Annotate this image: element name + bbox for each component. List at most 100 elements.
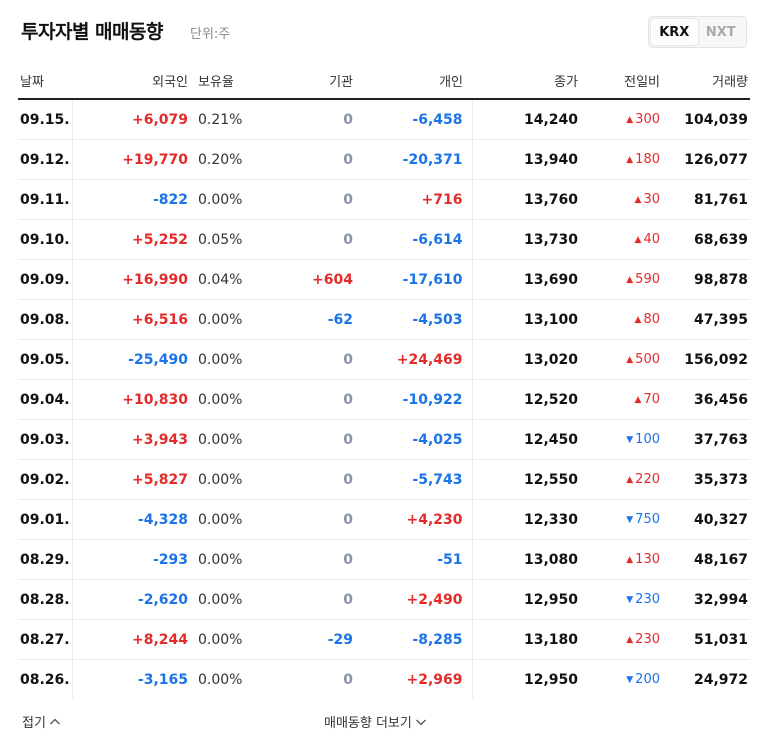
triangle-down-icon: ▼: [626, 595, 634, 605]
triangle-up-icon: ▲: [626, 475, 634, 485]
cell-individual: +4,230: [362, 499, 473, 540]
table-row: 08.26. -3,165 0.00% 0 +2,969 12,950 ▼ 200 24,972: [18, 659, 750, 700]
change-value: 300: [635, 112, 660, 127]
more-trading-label: 매매동향 더보기: [324, 716, 412, 731]
cell-holding: 0.20%: [190, 139, 252, 180]
cell-institution: 0: [252, 419, 362, 460]
table-row: 09.11. -822 0.00% 0 +716 13,760 ▲ 30 81,761: [18, 179, 750, 220]
cell-foreign: +5,827: [72, 459, 190, 500]
cell-change: ▼ 750: [580, 499, 662, 540]
triangle-up-icon: ▲: [626, 115, 634, 125]
cell-change: ▲ 230: [580, 619, 662, 660]
cell-individual: -10,922: [362, 379, 473, 420]
cell-change: ▼ 100: [580, 419, 662, 460]
table-row: 09.09. +16,990 0.04% +604 -17,610 13,690 ▲ 590 9…: [18, 259, 750, 300]
cell-holding: 0.04%: [190, 259, 252, 300]
cell-close: 12,550: [472, 459, 580, 500]
cell-individual: +2,969: [362, 659, 473, 699]
cell-foreign: +3,943: [72, 419, 190, 460]
cell-holding: 0.05%: [190, 219, 252, 260]
change-value: 80: [643, 312, 660, 327]
cell-foreign: -2,620: [72, 579, 190, 620]
cell-date: 09.05.: [18, 339, 73, 380]
cell-foreign: +5,252: [72, 219, 190, 260]
cell-change: ▼ 230: [580, 579, 662, 620]
cell-close: 14,240: [472, 99, 580, 140]
col-header-change: 전일비: [580, 62, 662, 100]
cell-holding: 0.00%: [198, 671, 243, 688]
cell-institution: 0: [252, 179, 362, 220]
cell-date: 09.12.: [18, 139, 73, 180]
cell-date: 09.04.: [18, 379, 73, 420]
cell-individual: +24,469: [362, 339, 473, 380]
cell-holding: 0.00%: [190, 499, 252, 540]
change-value: 590: [635, 272, 660, 287]
change-value: 230: [635, 592, 660, 607]
triangle-up-icon: ▲: [626, 555, 634, 565]
cell-close: 13,730: [472, 219, 580, 260]
cell-volume: 156,092: [662, 339, 750, 380]
change-value: 500: [635, 352, 660, 367]
cell-foreign: +6,079: [72, 99, 190, 140]
cell-institution: 0: [252, 539, 362, 580]
table-row: 09.15. +6,079 0.21% 0 -6,458 14,240 ▲ 300 104,03…: [18, 99, 750, 140]
cell-change: ▲ 40: [580, 219, 662, 260]
panel-footer: 접기 매매동향 더보기: [0, 700, 768, 740]
cell-date: 09.09.: [18, 259, 73, 300]
cell-holding: 0.00%: [190, 579, 252, 620]
triangle-up-icon: ▲: [634, 395, 642, 405]
table-row: 09.08. +6,516 0.00% -62 -4,503 13,100 ▲ 80 47,39…: [18, 299, 750, 340]
cell-change: ▼ 200: [580, 660, 662, 700]
cell-institution: 0: [252, 379, 362, 420]
cell-holding: 0.00%: [190, 619, 252, 660]
panel-title: 투자자별 매매동향: [21, 21, 163, 43]
fold-label: 접기: [22, 716, 46, 731]
change-value: 220: [635, 472, 660, 487]
cell-foreign: -25,490: [72, 339, 190, 380]
exchange-nxt-button[interactable]: NXT: [705, 24, 736, 40]
cell-volume: 48,167: [662, 539, 750, 580]
cell-individual: +716: [362, 179, 473, 220]
cell-close: 12,520: [472, 379, 580, 420]
table-header: 날짜 외국인 보유율 기관 개인 종가 전일비 거래량: [18, 62, 750, 100]
cell-individual: -6,614: [362, 219, 473, 260]
cell-foreign: -293: [72, 539, 190, 580]
cell-date: 09.08.: [18, 299, 73, 340]
cell-individual: -6,458: [362, 99, 473, 140]
table-row: 09.10. +5,252 0.05% 0 -6,614 13,730 ▲ 40 68,639: [18, 219, 750, 260]
chevron-up-icon: [49, 718, 60, 725]
cell-change: ▲ 70: [580, 379, 662, 420]
cell-foreign: -822: [72, 179, 190, 220]
cell-holding: 0.00%: [190, 379, 252, 420]
cell-individual: -4,025: [362, 419, 473, 460]
table-row: 08.27. +8,244 0.00% -29 -8,285 13,180 ▲ 230 51,0…: [18, 619, 750, 660]
cell-institution: 0: [252, 459, 362, 500]
cell-volume: 126,077: [662, 139, 750, 180]
trading-table: 날짜 외국인 보유율 기관 개인 종가 전일비 거래량 09.15. +6,079…: [18, 62, 750, 699]
col-header-individual: 개인: [362, 62, 472, 100]
triangle-up-icon: ▲: [626, 275, 634, 285]
more-trading-button[interactable]: 매매동향 더보기: [324, 712, 427, 731]
change-value: 130: [635, 552, 660, 567]
cell-institution: 0: [252, 219, 362, 260]
cell-institution: 0: [343, 671, 353, 688]
cell-individual: +2,490: [362, 579, 473, 620]
cell-holding: 0.00%: [190, 539, 252, 580]
table-row: 09.05. -25,490 0.00% 0 +24,469 13,020 ▲ 500 156,…: [18, 339, 750, 380]
change-value: 230: [635, 632, 660, 647]
cell-volume: 81,761: [662, 179, 750, 220]
cell-holding: 0.00%: [190, 459, 252, 500]
exchange-krx-button[interactable]: KRX: [651, 19, 698, 45]
fold-button[interactable]: 접기: [22, 712, 61, 731]
cell-change: ▲ 30: [580, 179, 662, 220]
cell-date: 08.29.: [18, 539, 73, 580]
cell-close: 13,020: [472, 339, 580, 380]
cell-institution: 0: [252, 139, 362, 180]
cell-change: ▲ 300: [580, 99, 662, 140]
cell-close: 13,100: [472, 299, 580, 340]
cell-close: 12,330: [472, 499, 580, 540]
cell-individual: -4,503: [362, 299, 473, 340]
triangle-up-icon: ▲: [634, 195, 642, 205]
col-header-date: 날짜: [18, 62, 72, 100]
cell-volume: 35,373: [662, 459, 750, 500]
